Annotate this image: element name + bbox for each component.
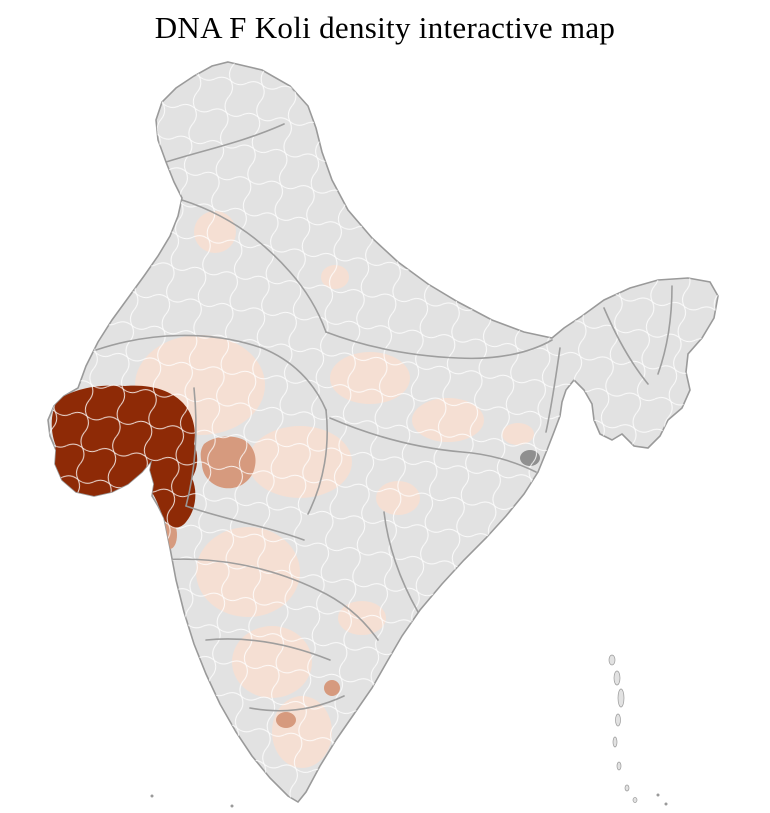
andaman-island[interactable] <box>617 688 625 708</box>
region-low-maharashtra[interactable] <box>196 527 300 617</box>
region-medium-tn-dot[interactable] <box>276 712 296 728</box>
region-low-up-west[interactable] <box>330 352 410 404</box>
island-speck <box>656 793 660 797</box>
region-dark-bengal-spot[interactable] <box>520 450 540 466</box>
islands[interactable] <box>150 654 668 808</box>
region-high-gujarat[interactable] <box>51 385 198 528</box>
page-title: DNA F Koli density interactive map <box>154 10 616 45</box>
region-low-andhra[interactable] <box>338 601 386 635</box>
region-low-bihar[interactable] <box>502 423 534 445</box>
nicobar-island[interactable] <box>632 797 638 803</box>
island-speck <box>664 802 668 806</box>
island-speck <box>150 794 154 798</box>
region-low-north[interactable] <box>321 265 349 289</box>
nicobar-island[interactable] <box>616 761 622 771</box>
island-speck <box>230 804 234 808</box>
region-low-chhattisgarh[interactable] <box>376 481 420 515</box>
region-medium-deccan-dot[interactable] <box>324 680 340 696</box>
nicobar-island[interactable] <box>612 736 618 748</box>
andaman-island[interactable] <box>615 713 621 727</box>
region-low-mp-central[interactable] <box>248 426 352 498</box>
region-low-karnataka[interactable] <box>232 626 312 698</box>
region-low-up-east[interactable] <box>412 398 484 442</box>
andaman-island[interactable] <box>613 670 621 686</box>
region-low-tamilnadu[interactable] <box>272 696 332 768</box>
nicobar-island[interactable] <box>624 784 630 792</box>
region-low-punjab[interactable] <box>194 211 236 253</box>
andaman-island[interactable] <box>608 654 616 666</box>
